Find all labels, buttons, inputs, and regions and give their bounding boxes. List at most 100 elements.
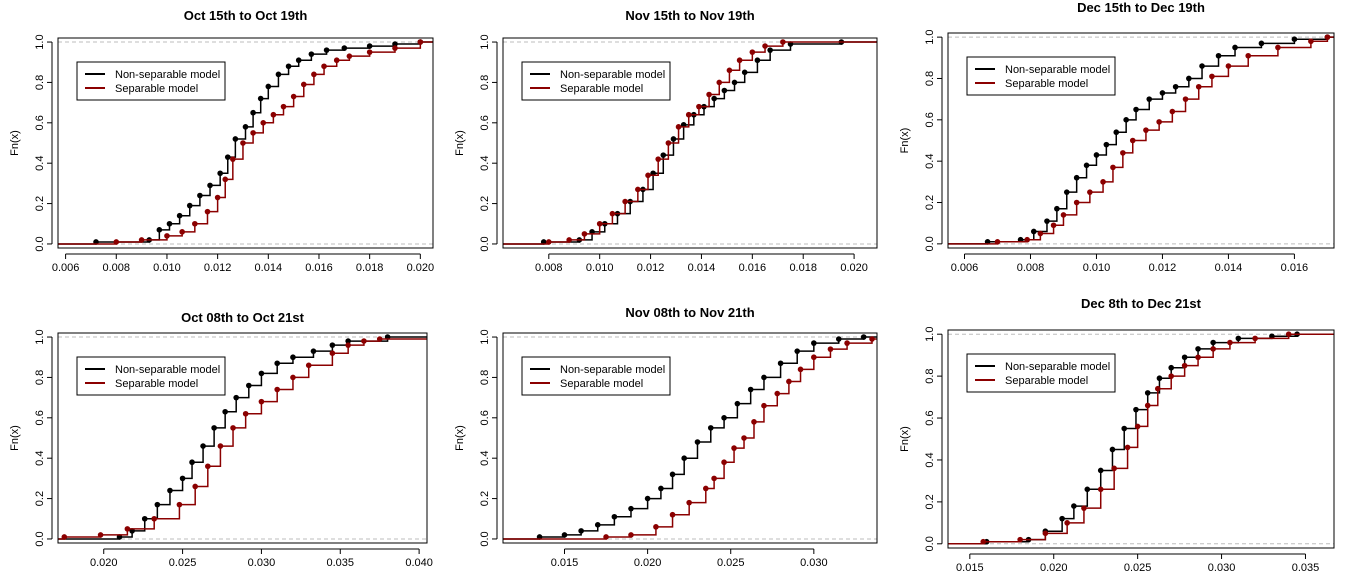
data-point [156, 227, 163, 233]
x-tick-label: 0.012 [637, 262, 665, 274]
data-point [151, 515, 157, 522]
data-point [685, 111, 692, 118]
data-point [1181, 362, 1188, 369]
series-line-separable [503, 338, 877, 540]
legend: Non-separable model Separable model [76, 356, 226, 396]
data-point [658, 485, 664, 492]
legend-box [966, 353, 1116, 393]
y-tick-label: 0.8 [924, 71, 936, 86]
x-tick-label: 0.010 [586, 262, 614, 274]
y-tick-label: 0.8 [479, 75, 491, 90]
chart-title: Nov 08th to Nov 21th [625, 305, 754, 320]
data-point [734, 400, 741, 407]
data-point [392, 41, 398, 47]
data-point [754, 57, 761, 64]
data-point [726, 67, 733, 74]
data-point [257, 95, 264, 102]
data-point [1109, 446, 1116, 453]
x-tick-label: 0.016 [739, 262, 767, 274]
data-point [1209, 73, 1215, 80]
data-point [1071, 503, 1077, 509]
y-tick-label: 0.0 [924, 236, 936, 251]
data-point [1285, 331, 1292, 337]
data-point [176, 501, 183, 508]
data-point [1133, 106, 1139, 113]
data-point [596, 220, 603, 227]
data-point [1146, 96, 1153, 102]
data-point [1258, 40, 1265, 47]
data-point [1083, 162, 1090, 169]
x-tick-label: 0.008 [1017, 262, 1045, 274]
data-point [308, 51, 315, 57]
chart-panel-4: Oct 08th to Oct 21st 0.020 0.025 0.030 0.035… [9, 310, 433, 569]
data-point [1050, 222, 1057, 229]
y-tick-label: 0.4 [479, 156, 491, 171]
y-tick-label: 0.0 [924, 536, 936, 551]
x-tick-label: 0.040 [405, 557, 433, 569]
data-point [675, 124, 682, 130]
data-point [258, 370, 265, 377]
data-point [707, 425, 714, 431]
data-point [1064, 520, 1070, 526]
data-point [192, 483, 198, 490]
data-point [392, 45, 398, 51]
plot-border [502, 37, 878, 249]
data-point [644, 495, 651, 502]
legend-box [966, 56, 1116, 96]
x-tick-label: 0.030 [800, 557, 828, 569]
data-point [1124, 444, 1131, 451]
x-tick-label: 0.020 [90, 557, 118, 569]
data-point [594, 522, 601, 528]
y-tick-label: 1.0 [34, 329, 46, 344]
y-tick-label: 0.4 [34, 156, 46, 171]
data-point [1129, 137, 1136, 144]
y-axis-label: Fn(x) [454, 130, 466, 156]
x-tick-label: 0.020 [1040, 562, 1068, 574]
data-point [681, 455, 687, 461]
data-point [138, 237, 145, 243]
y-tick-label: 0.2 [924, 195, 936, 210]
series-line-non-separable [58, 336, 427, 540]
data-point [721, 459, 727, 466]
data-point [1123, 117, 1129, 123]
data-point [250, 130, 256, 136]
legend: Non-separable model Separable model [521, 61, 671, 101]
chart-panel-6: Dec 8th to Dec 21st 0.015 0.020 0.025 0.030 0… [899, 296, 1335, 574]
y-tick-label: 0.2 [479, 196, 491, 211]
data-point [1168, 373, 1175, 379]
legend-box [521, 356, 671, 396]
legend: Non-separable model Separable model [966, 56, 1116, 96]
x-tick-label: 0.014 [688, 262, 716, 274]
data-point [176, 212, 183, 219]
data-point [333, 57, 340, 64]
data-point [635, 186, 641, 193]
data-point [749, 49, 756, 55]
y-tick-label: 0.8 [924, 368, 936, 383]
data-point [751, 419, 757, 425]
data-point [1182, 96, 1189, 102]
data-point [780, 39, 786, 45]
data-point [1210, 339, 1216, 346]
data-point [994, 238, 1001, 245]
data-point [794, 348, 801, 354]
x-tick-label: 0.020 [840, 262, 868, 274]
data-point [230, 156, 236, 162]
data-point [1100, 179, 1106, 185]
data-point [797, 366, 804, 373]
data-point [217, 170, 223, 177]
data-point [1044, 218, 1050, 224]
data-point [341, 45, 348, 51]
y-tick-label: 0.2 [34, 491, 46, 506]
data-point [270, 111, 277, 118]
y-tick-label: 0.2 [924, 494, 936, 509]
data-point [1042, 530, 1049, 537]
data-point [1121, 425, 1128, 432]
data-point [1172, 83, 1179, 90]
data-point [1168, 364, 1175, 371]
data-point [321, 63, 327, 70]
data-point [186, 202, 193, 209]
data-point [1195, 83, 1202, 90]
x-tick-label: 0.014 [1215, 262, 1243, 274]
data-point [246, 382, 252, 389]
x-tick-label: 0.020 [634, 557, 662, 569]
